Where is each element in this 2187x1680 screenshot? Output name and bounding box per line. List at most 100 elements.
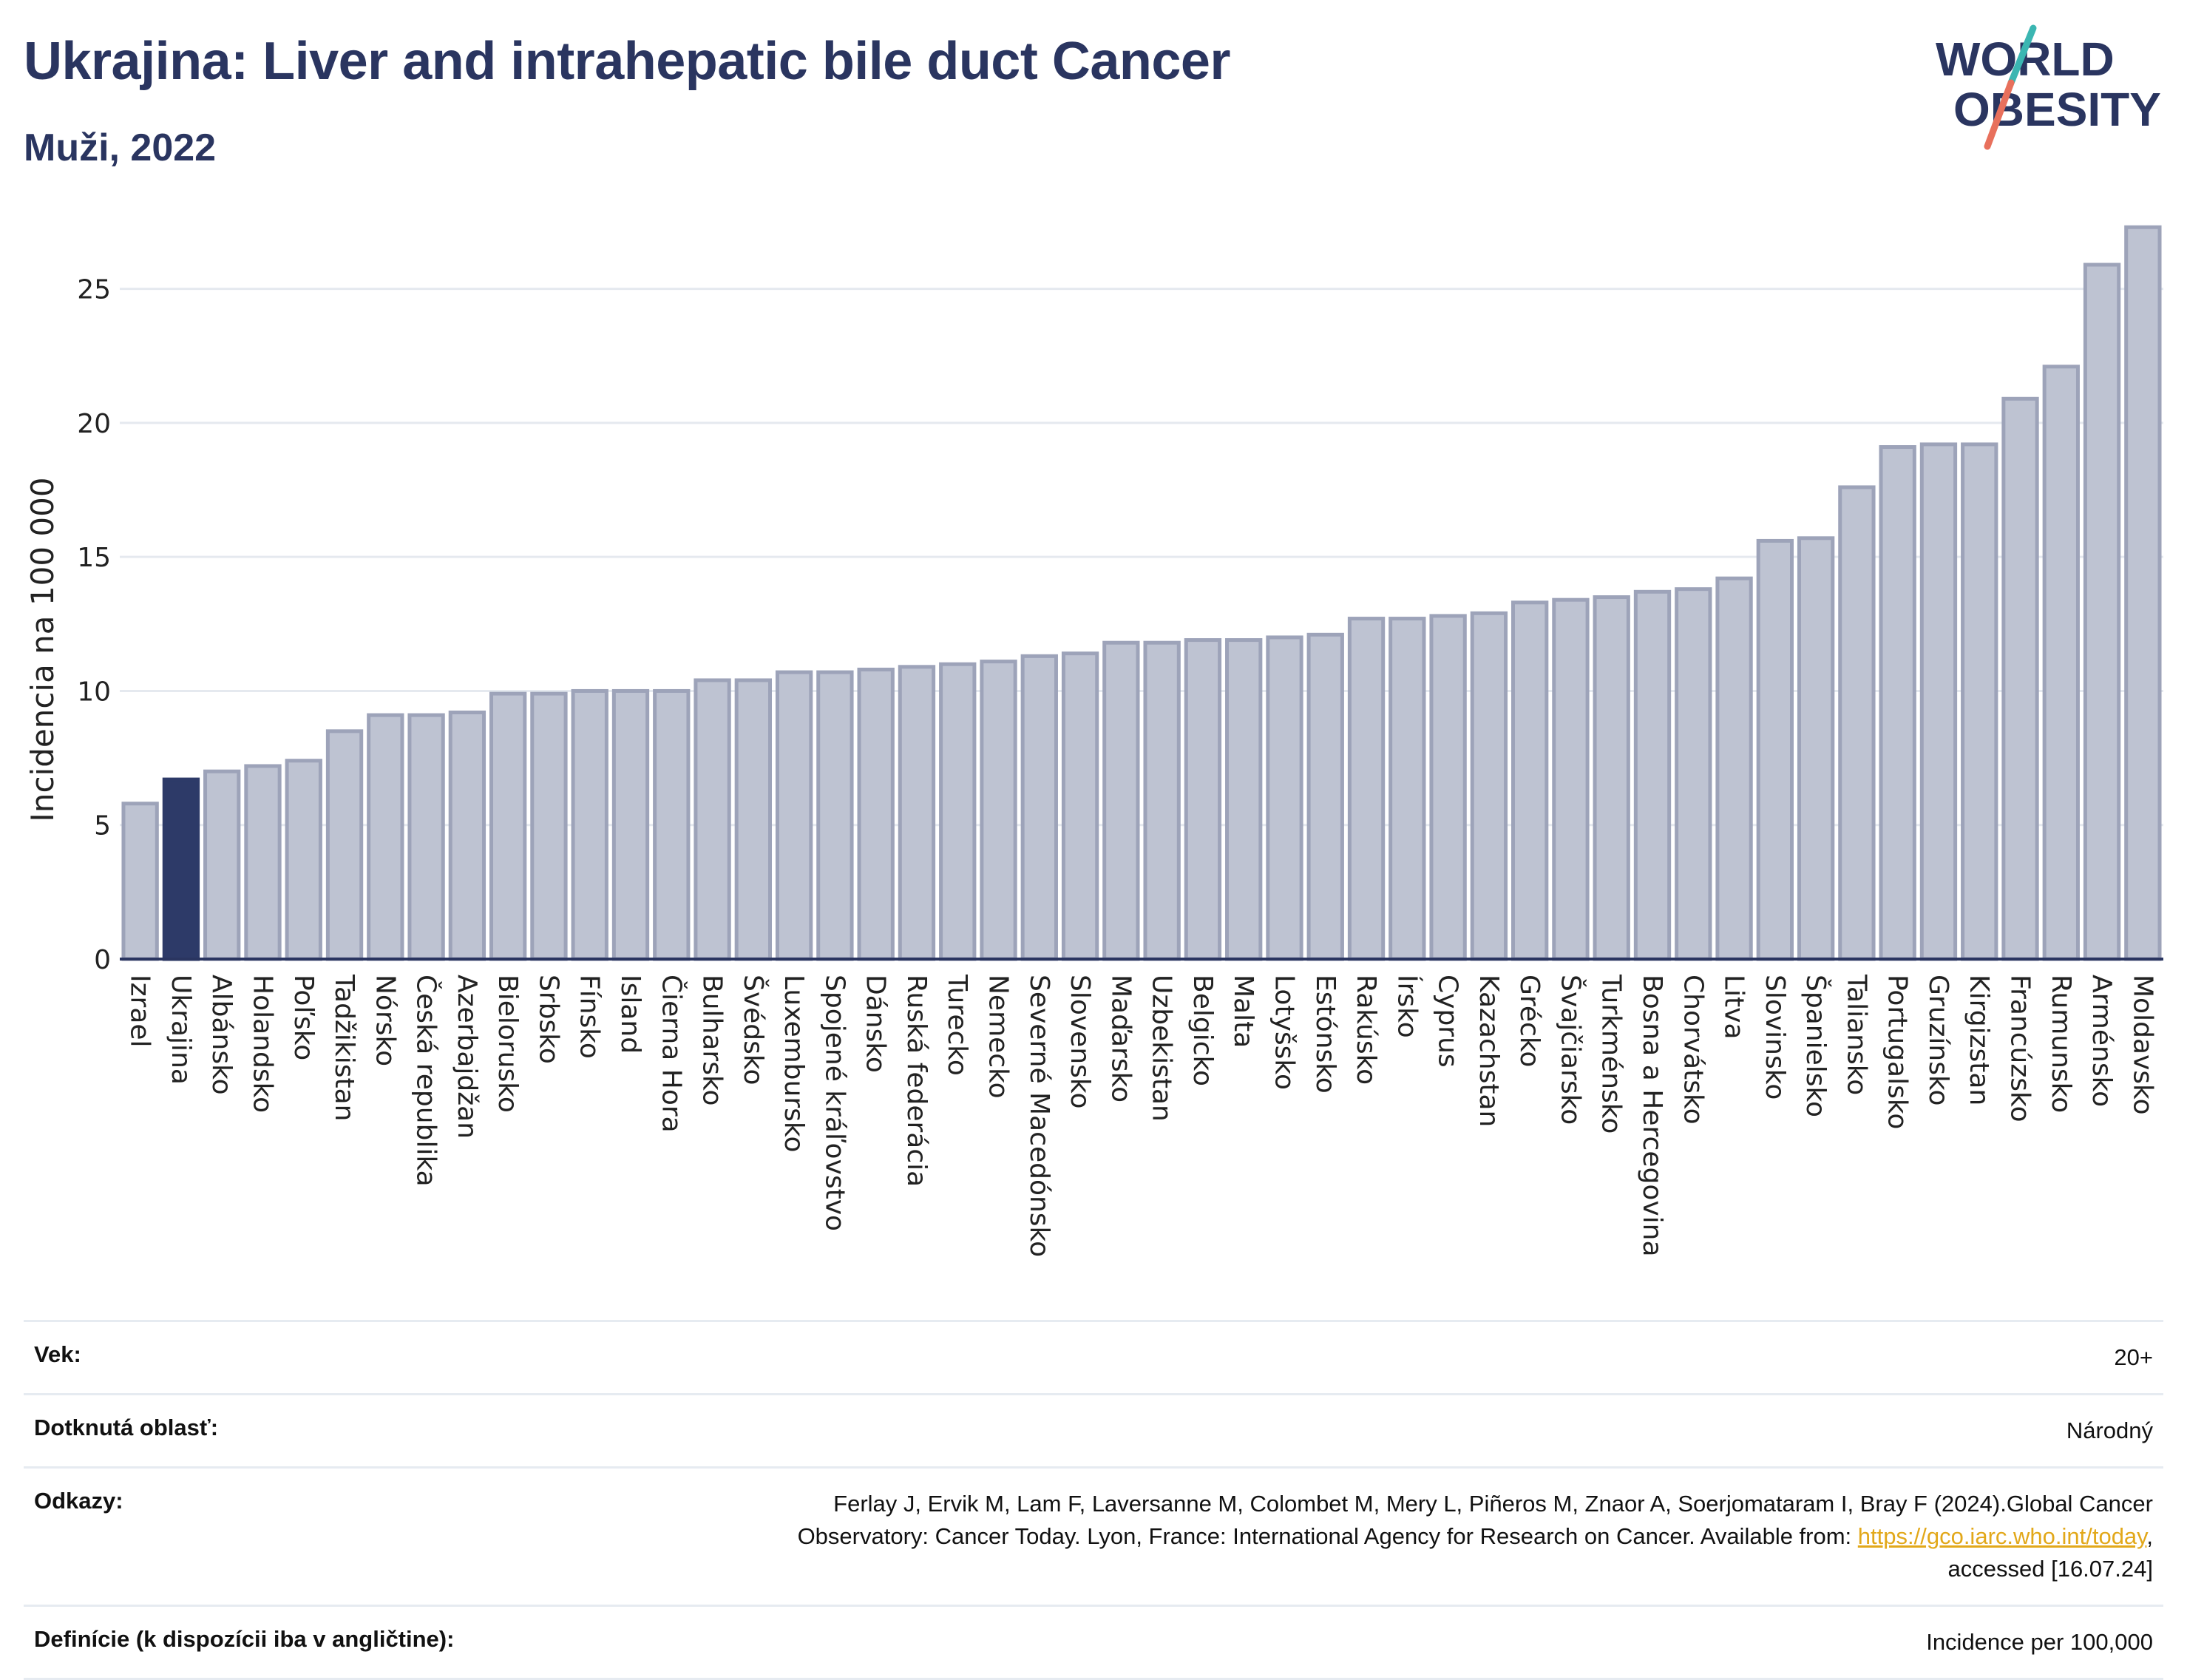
bar-Moldavsko (2124, 225, 2162, 961)
x-tick-label: Švajčiarsko (1555, 975, 1586, 1125)
x-tick-label: Česká republika (411, 975, 442, 1187)
y-tick-label: 15 (77, 543, 111, 573)
bar-Česká republika (407, 713, 445, 961)
x-tick-label: Turkménsko (1596, 974, 1627, 1134)
y-tick-label: 10 (77, 677, 111, 707)
bar-Belgicko (1184, 638, 1222, 961)
x-tick-label: Fínsko (574, 975, 605, 1059)
bar-Dánsko (857, 667, 895, 961)
info-row-references: Odkazy: Ferlay J, Ervik M, Lam F, Lavers… (24, 1467, 2163, 1606)
bar-Spojené kráľovstvo (816, 670, 854, 961)
bar-Slovensko (1061, 651, 1099, 961)
x-tick-label: Island (615, 975, 645, 1054)
reference-link[interactable]: https://gco.iarc.who.int/today (1857, 1523, 2147, 1549)
x-tick-label: Dánsko (861, 975, 891, 1073)
x-tick-label: Holandsko (247, 975, 277, 1113)
chart-title: Ukrajina: Liver and intrahepatic bile du… (24, 32, 1230, 91)
bar-Ukrajina (162, 777, 200, 961)
x-tick-label: Bosna a Hercegovina (1637, 975, 1667, 1257)
bar-Luxembursko (775, 670, 813, 961)
x-tick-label: Slovinsko (1760, 975, 1790, 1100)
x-tick-label: Turecko (942, 974, 972, 1076)
bar-Izrael (121, 802, 159, 961)
x-tick-label: Moldavsko (2127, 975, 2157, 1115)
x-tick-label: Maďarsko (1105, 975, 1136, 1102)
info-row-area: Dotknutá oblasť: Národný (24, 1394, 2163, 1468)
x-tick-label: Taliansko (1841, 974, 1871, 1095)
bar-Bielorusko (489, 691, 527, 961)
x-tick-label: Lotyšsko (1269, 975, 1299, 1090)
x-tick-label: Bielorusko (492, 975, 523, 1113)
bar-Nórsko (367, 713, 404, 961)
bar-Arménsko (2083, 262, 2121, 961)
bar-Chorvátsko (1675, 587, 1712, 961)
info-key: Definície (k dispozícii iba v angličtine… (34, 1626, 455, 1652)
y-axis-title: Incidencia na 100 000 (24, 477, 61, 822)
x-tick-label: Ukrajina (166, 975, 196, 1085)
info-key: Odkazy: (34, 1488, 123, 1514)
x-tick-label: Tadžikistan (329, 974, 359, 1121)
bar-Litva (1715, 576, 1753, 961)
bar-Portugalsko (1879, 445, 1916, 961)
y-tick-label: 25 (77, 275, 111, 305)
x-tick-label: Srbsko (533, 975, 563, 1064)
x-tick-label: Grécko (1514, 975, 1545, 1067)
info-value: Ferlay J, Ervik M, Lam F, Laversanne M, … (543, 1468, 2163, 1606)
bar-Kazachstan (1470, 611, 1508, 961)
bar-Azerbajdžan (448, 710, 486, 961)
x-tick-label: Poľsko (288, 975, 319, 1060)
x-tick-label: Chorvátsko (1678, 975, 1708, 1125)
bars (121, 225, 2162, 961)
x-tick-label: Slovensko (1065, 975, 1095, 1109)
x-axis-labels: Izrael Ukrajina Albánsko Holandsko Poľsko Tad… (125, 974, 2158, 1257)
x-tick-label: Čierna Hora (656, 975, 687, 1133)
bar-Kirgizstan (1961, 442, 1998, 961)
x-tick-label: Cyprus (1433, 975, 1463, 1068)
bar-Gruzínsko (1919, 442, 1958, 961)
bar-Malta (1225, 638, 1263, 961)
logo-slash-coral (1984, 79, 2015, 150)
x-tick-label: Švédsko (738, 975, 769, 1085)
info-table: Vek: 20+ Dotknutá oblasť: Národný Odkazy… (24, 1320, 2163, 1680)
bar-Severné Macedónsko (1020, 654, 1058, 961)
x-tick-label: Bulharsko (697, 975, 728, 1106)
y-tick-label: 5 (94, 811, 111, 841)
x-tick-label: Kazachstan (1474, 975, 1504, 1127)
bar-Grécko (1510, 600, 1549, 961)
bar-Nemecko (980, 660, 1017, 961)
reference-line2: Observatory: Cancer Today. Lyon, France:… (797, 1523, 1858, 1549)
x-tick-label: Francúzsko (2005, 975, 2035, 1122)
bar-Albánsko (203, 769, 241, 961)
bar-Turkménsko (1593, 595, 1630, 961)
logo-line2: OBESITY (1953, 83, 2161, 136)
world-obesity-logo: WORLD OBESITY (1936, 24, 2161, 150)
x-tick-label: Arménsko (2086, 975, 2117, 1107)
x-tick-label: Rakúsko (1351, 975, 1381, 1085)
info-row-age: Vek: 20+ (24, 1321, 2163, 1395)
reference-line1: Ferlay J, Ervik M, Lam F, Laversanne M, … (833, 1491, 2153, 1517)
x-tick-label: Uzbekistan (1147, 975, 1177, 1122)
bar-Uzbekistan (1143, 640, 1181, 961)
x-tick-label: Albánsko (206, 975, 237, 1095)
bar-Turecko (939, 662, 977, 961)
reference-line3: accessed [16.07.24] (1947, 1556, 2153, 1582)
x-tick-label: Luxembursko (779, 975, 809, 1152)
bar-Holandsko (244, 764, 282, 961)
bar-Island (611, 688, 650, 961)
x-tick-label: Belgicko (1187, 975, 1218, 1086)
x-tick-label: Spojené kráľovstvo (819, 975, 850, 1231)
x-tick-label: Španielsko (1800, 975, 1831, 1117)
bar-Čierna Hora (653, 688, 691, 961)
x-tick-label: Azerbajdžan (452, 975, 482, 1139)
x-tick-label: Portugalsko (1882, 975, 1913, 1129)
bar-Švajčiarsko (1552, 597, 1590, 961)
bar-Slovinsko (1756, 538, 1794, 961)
bar-Maďarsko (1102, 640, 1140, 961)
bar-Srbsko (530, 691, 568, 961)
info-value: Národný (2066, 1418, 2153, 1443)
bar-Estónsko (1306, 632, 1344, 961)
info-key: Vek: (34, 1341, 81, 1367)
bar-Poľsko (285, 759, 322, 961)
chart-subtitle: Muži, 2022 (24, 126, 217, 169)
bar-Cyprus (1429, 614, 1467, 961)
